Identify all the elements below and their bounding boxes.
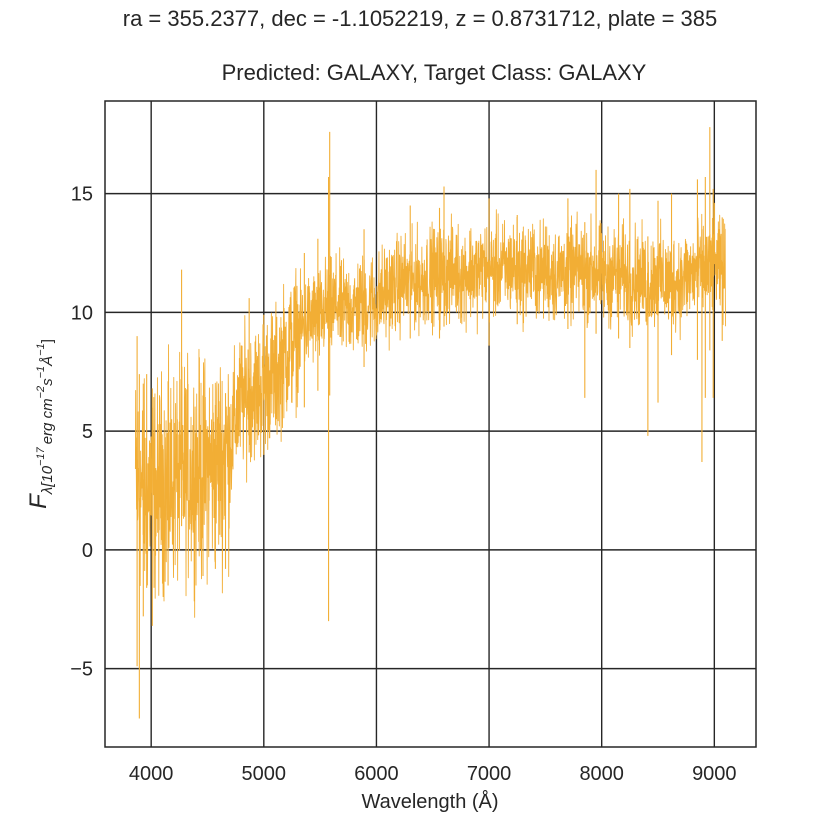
y-axis-label: Fλ[10−17erg cm−2s−1Å−1] [25,339,56,509]
y-axis-label-angstrom: Å [39,356,56,367]
figure-suptitle: ra = 355.2377, dec = -1.1052219, z = 0.8… [122,6,718,31]
y-axis-label-sub: λ[10 [39,465,56,495]
y-tick-label: −5 [70,659,93,681]
y-axis-label-sup1: −17 [35,446,47,466]
x-tick-label: 4000 [129,763,174,785]
y-axis-label-end: ] [39,339,56,343]
x-tick-label: 5000 [242,763,287,785]
y-tick-label: 5 [82,421,93,443]
x-tick-label: 8000 [579,763,624,785]
x-tick-label: 9000 [692,763,737,785]
y-axis-label-sup3: −1 [35,366,47,379]
y-tick-labels: −5 0 5 10 15 [70,184,93,681]
y-tick-label: 15 [71,184,93,206]
plot-frame [104,100,757,748]
y-axis-label-mid: erg cm [39,398,56,444]
y-axis-label-sup4: −1 [35,343,47,356]
spectrum-line [134,202,727,618]
x-axis-label: Wavelength (Å) [361,790,498,813]
x-tick-labels: 4000 5000 6000 7000 8000 9000 [129,763,737,785]
spectrum-series [134,127,727,719]
x-tick-label: 7000 [467,763,512,785]
x-tick-label: 6000 [354,763,399,785]
y-axis-label-s: s [39,378,56,386]
y-tick-label: 0 [82,540,93,562]
y-axis-label-main: F [25,493,52,509]
chart-title: Predicted: GALAXY, Target Class: GALAXY [222,60,647,85]
y-axis-label-sup2: −2 [35,386,47,399]
y-tick-label: 10 [71,302,93,324]
